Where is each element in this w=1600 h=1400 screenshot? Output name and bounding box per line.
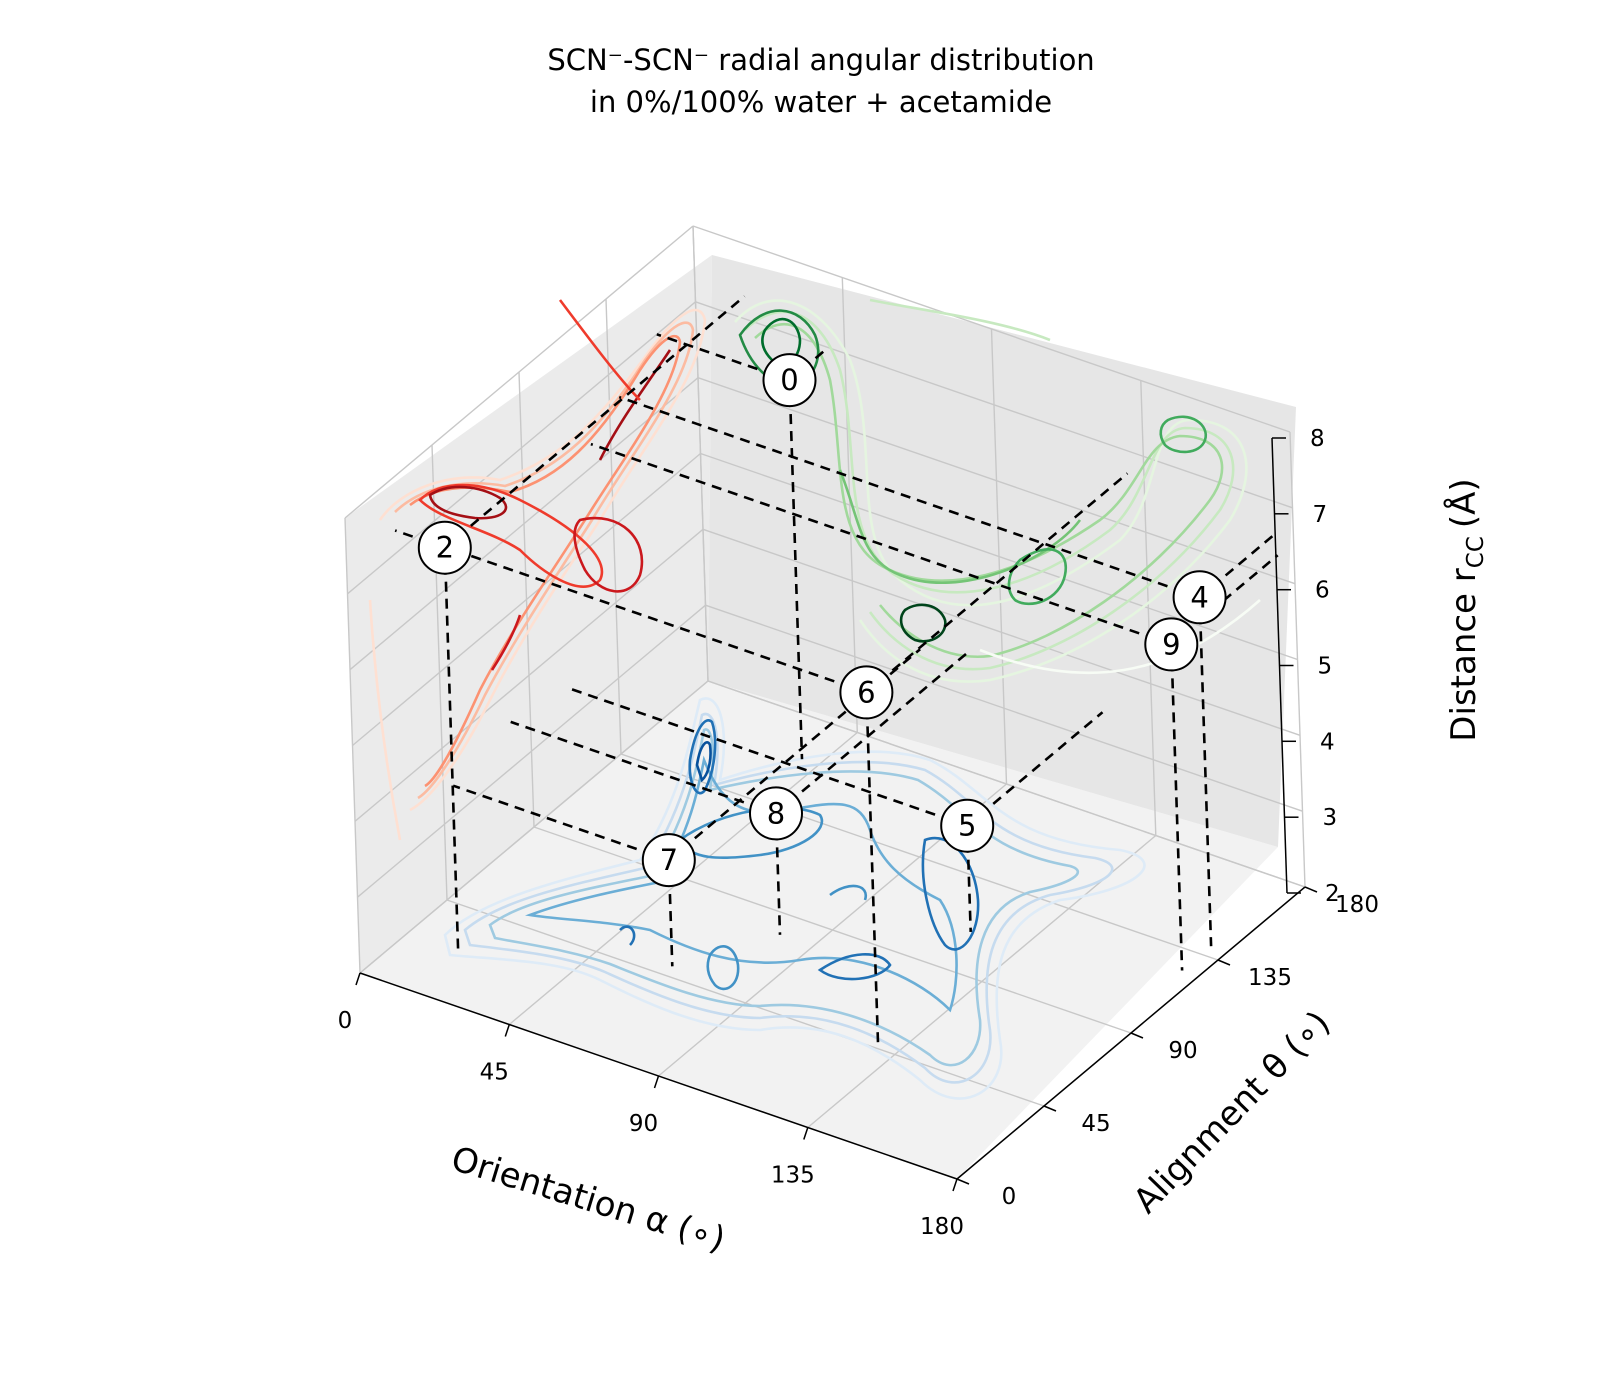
chart-title-line1: SCN⁻-SCN⁻ radial angular distribution [547,43,1094,77]
grid-line-backwall-r [702,528,1301,736]
y-tick-mark [1043,1105,1057,1112]
point-marker-label: 4 [1190,580,1208,614]
guide-line-to-floor [865,692,880,1049]
point-marker [762,353,817,408]
z-axis-label-sub: CC [1463,536,1489,568]
left-wall-pane [345,255,712,973]
x-tick-label: 90 [629,1111,658,1137]
grid-line-floor-theta [446,899,1045,1107]
guide-line-to-left-wall [618,395,1201,599]
z-tick-label: 3 [1323,805,1338,831]
point-marker [940,798,995,853]
point-marker-label: 8 [767,796,785,830]
y-tick-label: 135 [1248,965,1292,991]
grid-line-backwall-r [707,680,1306,888]
guide-line-to-floor [788,380,804,760]
chart-title-line2: in 0%/100% water + acetamide [590,85,1052,119]
point-marker [641,833,696,888]
z-tick-label: 6 [1315,578,1330,604]
point-marker-label: 0 [780,363,798,397]
floor-pane [360,681,1278,1179]
y-tick-mark [1217,959,1231,966]
z-tick-label: 5 [1318,654,1333,680]
y-tick-mark [1130,1032,1144,1039]
point-marker [1172,570,1227,625]
grid-line-leftwall-r [349,377,699,671]
x-tick-mark [803,1127,809,1140]
guide-line-to-back-wall [966,711,1104,827]
guide-line-to-back-wall [443,295,746,549]
point-marker-label: 6 [857,675,875,709]
point-marker [749,786,803,841]
x-tick-mark [952,1178,958,1192]
x-tick-mark [653,1075,660,1089]
guide-line-to-floor [1170,644,1184,971]
z-tick-label: 4 [1320,729,1335,755]
y-tick-label: 180 [1335,892,1379,918]
z-tick-label: 2 [1325,881,1340,907]
z-tick-label: 7 [1313,502,1328,528]
grid-line-leftwall-r [357,604,706,898]
grid-line-leftwall-r [344,225,694,519]
guide-line-to-left-wall [590,442,1172,646]
green-contours [734,298,1261,683]
point-marker [417,520,472,575]
x-tick-label: 180 [920,1214,964,1240]
grid-line-backwall-r [700,452,1298,661]
guide-line-to-left-wall [434,542,867,694]
grid-line-backwall-r [697,377,1296,585]
guide-line-to-back-wall [775,650,971,815]
grid-line-backwall-r [705,604,1303,812]
z-axis-label: Distance rCC (Å) [1443,478,1489,741]
grid-line-backwall-r [692,225,1291,433]
x-tick-label: 135 [771,1163,815,1189]
point-marker-label: 2 [436,531,454,565]
point-marker-label: 5 [958,809,976,843]
guide-line-to-back-wall [865,472,1129,694]
x-tick-label: 0 [338,1008,353,1034]
x-tick-mark [355,972,361,986]
x-tick-mark [504,1024,511,1037]
guide-line-to-left-wall [452,784,670,862]
point-marker [839,665,894,720]
x-axis-label: Orientation α (∘) [447,1139,730,1260]
point-marker [1144,617,1199,672]
grid-line-leftwall-r [359,680,709,974]
guide-line-to-floor [1198,597,1213,947]
z-axis-label-main: Distance r [1444,568,1484,741]
guide-line-to-left-wall [510,720,777,815]
y-axis-label: Alignment θ (∘) [1126,1003,1338,1221]
grid-line-leftwall-r [347,301,696,595]
point-marker-label: 9 [1162,627,1180,661]
point-marker-label: 7 [660,843,678,877]
y-tick-label: 0 [1002,1184,1017,1210]
point-markers: 0 2 4 5 6 7 8 9 [417,353,1227,888]
grid-line-backwall-r [695,301,1293,509]
grid-line-leftwall-r [352,452,701,747]
y-tick-mark [956,1178,970,1185]
grid-line-leftwall-r [354,528,704,822]
z-axis-label-unit: (Å) [1443,478,1484,528]
y-tick-mark [1304,886,1318,893]
x-tick-label: 45 [480,1060,509,1086]
y-tick-label: 90 [1168,1038,1197,1064]
z-tick-label: 8 [1310,426,1325,452]
y-tick-label: 45 [1081,1111,1110,1137]
guide-line-to-left-wall [568,687,968,827]
